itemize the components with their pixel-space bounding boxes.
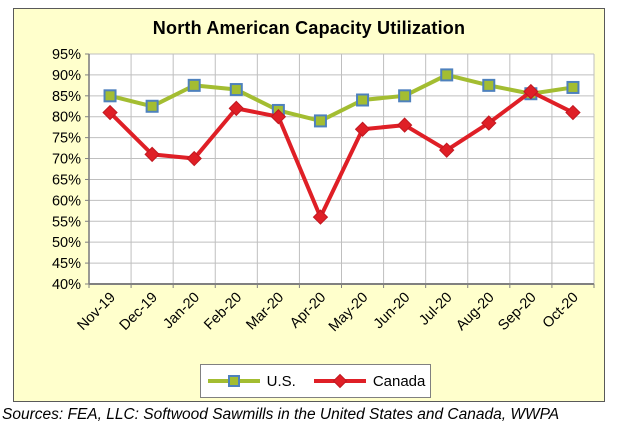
svg-text:Sep-20: Sep-20 [495, 290, 539, 334]
series-us [103, 68, 580, 128]
svg-text:Jan-20: Jan-20 [160, 290, 203, 333]
svg-text:Jul-20: Jul-20 [416, 290, 455, 329]
legend-label-canada: Canada [372, 372, 426, 390]
svg-text:45%: 45% [52, 256, 81, 272]
svg-text:Oct-20: Oct-20 [540, 290, 582, 332]
canada-line-marker-icon [313, 373, 366, 389]
source-note: Sources: FEA, LLC: Softwood Sawmills in … [2, 406, 560, 423]
svg-text:Dec-19: Dec-19 [117, 290, 161, 334]
svg-text:May-20: May-20 [326, 290, 372, 336]
svg-text:75%: 75% [52, 131, 81, 147]
svg-text:65%: 65% [52, 172, 81, 188]
svg-text:Feb-20: Feb-20 [201, 290, 245, 334]
svg-text:40%: 40% [52, 277, 81, 293]
series-canada [102, 83, 581, 225]
svg-text:Jun-20: Jun-20 [371, 290, 414, 333]
legend-item-canada: Canada [312, 372, 426, 390]
svg-text:50%: 50% [52, 235, 81, 251]
legend-label-us: U.S. [266, 372, 296, 390]
us-line-marker-icon [207, 375, 260, 387]
svg-text:95%: 95% [52, 47, 81, 63]
chart-title: North American Capacity Utilization [152, 18, 466, 38]
svg-text:60%: 60% [52, 193, 81, 209]
svg-text:Aug-20: Aug-20 [453, 290, 497, 334]
svg-text:Mar-20: Mar-20 [243, 290, 287, 334]
y-axis-labels: 40% 45% 50% 55% 60% 65% 70% 75% 80% 85% 90% 95% [52, 47, 81, 293]
svg-text:85%: 85% [52, 89, 81, 105]
svg-text:Apr-20: Apr-20 [287, 290, 329, 332]
chart-legend: U.S. Canada [200, 364, 431, 398]
svg-text:80%: 80% [52, 110, 81, 126]
svg-text:90%: 90% [52, 68, 81, 84]
legend-item-us: U.S. [206, 373, 296, 390]
gridlines [88, 53, 595, 285]
chart-plot-svg: 40% 45% 50% 55% 60% 65% 70% 75% 80% 85% 90% 95% Nov-… [52, 47, 595, 336]
svg-text:70%: 70% [52, 152, 81, 168]
svg-text:Nov-19: Nov-19 [74, 290, 118, 334]
capacity-utilization-chart: 40% 45% 50% 55% 60% 65% 70% 75% 80% 85% 90% 95% Nov-… [13, 8, 605, 402]
svg-text:55%: 55% [52, 214, 81, 230]
